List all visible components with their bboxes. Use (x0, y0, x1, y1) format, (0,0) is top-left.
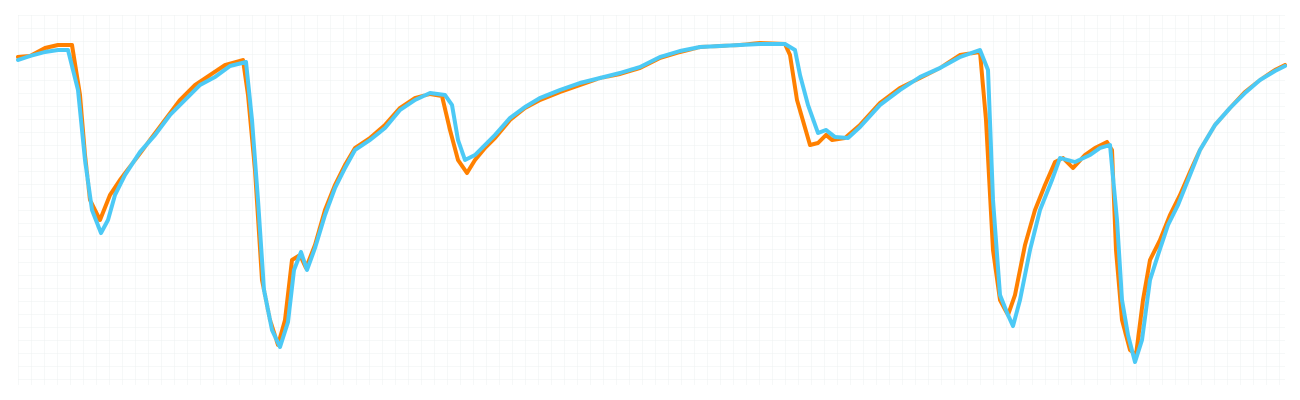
grid (18, 15, 1285, 385)
line-series (16, 42, 1287, 364)
